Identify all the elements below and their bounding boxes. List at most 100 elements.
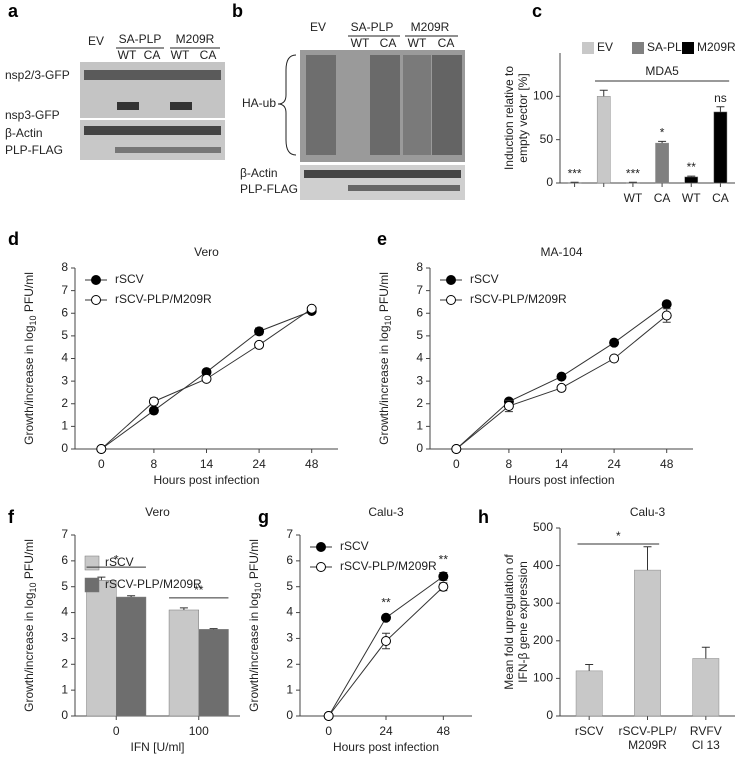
x-tick-label: 48 xyxy=(305,457,319,471)
bar xyxy=(198,629,229,717)
y-tick-label: 6 xyxy=(61,305,68,319)
y-tick-label: 6 xyxy=(416,305,423,319)
x-tick-label: rSCV xyxy=(575,724,604,738)
legend-swatch xyxy=(682,42,694,54)
legend-label: SA-PLP xyxy=(647,40,690,54)
x-tick-label: 48 xyxy=(437,724,451,738)
y-tick-label: 500 xyxy=(533,520,553,534)
blot-smear xyxy=(432,55,462,155)
lane-group: EV xyxy=(88,34,104,48)
x-axis-label: IFN [U/ml] xyxy=(131,740,185,754)
y-tick-label: 1 xyxy=(416,419,423,433)
point xyxy=(661,299,672,310)
panel-letter: g xyxy=(258,507,269,527)
y-tick-label: 2 xyxy=(286,656,293,670)
row-label: PLP-FLAG xyxy=(240,182,298,196)
point xyxy=(323,711,334,721)
y-tick-label: 3 xyxy=(61,631,68,645)
x-axis-label: Hours post infection xyxy=(153,473,259,487)
point xyxy=(148,396,159,407)
legend-label: rSCV xyxy=(115,272,144,286)
significance: ** xyxy=(687,160,697,174)
y-axis-label: IFN-β gene expression xyxy=(516,561,530,683)
significance: *** xyxy=(626,166,640,180)
bar xyxy=(168,609,200,717)
blot-smear xyxy=(403,55,431,155)
legend-label: EV xyxy=(597,40,613,54)
point xyxy=(503,401,514,412)
x-tick-label: 100 xyxy=(189,724,209,738)
panel-letter: e xyxy=(377,229,387,249)
panel-letter: h xyxy=(478,507,489,527)
y-tick-label: 2 xyxy=(416,396,423,410)
legend-label: rSCV-PLP/M209R xyxy=(340,559,437,573)
y-axis-label: Mean fold upregulation of xyxy=(502,554,516,690)
blot-band xyxy=(348,185,460,191)
legend-marker xyxy=(316,542,326,552)
chart-title: Vero xyxy=(145,505,170,519)
significance: ** xyxy=(439,553,449,567)
x-tick-label: 24 xyxy=(607,457,621,471)
y-tick-label: 5 xyxy=(416,328,423,342)
error-bar xyxy=(179,607,188,610)
blot-smear xyxy=(306,55,336,155)
row-label: PLP-FLAG xyxy=(5,143,63,157)
legend-label: rSCV-PLP/M209R xyxy=(115,292,212,306)
legend-label: rSCV xyxy=(340,539,369,553)
x-tick-label: 14 xyxy=(200,457,214,471)
x-tick-label: CA xyxy=(712,191,729,205)
point xyxy=(556,382,567,393)
point xyxy=(306,303,317,314)
point xyxy=(381,636,391,647)
error-bar xyxy=(687,175,696,177)
y-tick-label: 0 xyxy=(546,175,553,189)
legend-swatch xyxy=(632,42,644,54)
x-tick-label: 8 xyxy=(151,457,158,471)
legend-marker xyxy=(316,562,326,572)
error-bar xyxy=(585,663,594,671)
y-tick-label: 3 xyxy=(286,631,293,645)
blot-band xyxy=(117,102,139,110)
lane-group: SA-PLP xyxy=(351,20,394,34)
point xyxy=(438,581,449,592)
legend-label: rSCV-PLP/M209R xyxy=(470,292,567,306)
significance: ** xyxy=(194,583,204,597)
x-tick-label: WT xyxy=(682,191,701,205)
y-tick-label: 2 xyxy=(61,656,68,670)
legend-swatch xyxy=(84,577,100,593)
point xyxy=(381,612,391,623)
blot-band xyxy=(304,170,461,178)
point xyxy=(254,339,265,350)
row-label: nsp3-GFP xyxy=(5,108,60,122)
error-bar xyxy=(97,576,106,581)
y-axis-label-part: PFU/ml xyxy=(247,539,261,582)
y-axis-label-part: PFU/ml xyxy=(22,272,36,315)
y-axis-label: Growth/increase in log10 PFU/ml xyxy=(22,539,38,712)
legend-label: rSCV-PLP/M209R xyxy=(105,577,202,591)
x-tick-label: 0 xyxy=(113,724,120,738)
point xyxy=(451,444,462,454)
point xyxy=(201,373,212,384)
y-tick-label: 2 xyxy=(61,396,68,410)
y-tick-label: 400 xyxy=(533,558,553,572)
brace xyxy=(277,54,297,156)
y-tick-label: 4 xyxy=(416,351,423,365)
y-axis-label: Growth/increase in log10 PFU/ml xyxy=(247,539,263,712)
y-tick-label: 3 xyxy=(416,373,423,387)
blot-band xyxy=(84,126,221,135)
y-axis-label-part: Growth/increase in log xyxy=(377,325,391,444)
x-tick-label-line: Cl 13 xyxy=(692,738,720,752)
legend-marker xyxy=(446,295,456,305)
y-tick-label: 7 xyxy=(61,283,68,297)
point xyxy=(661,310,672,321)
lane-group: M209R xyxy=(411,20,450,34)
lane-label: WT xyxy=(118,48,137,62)
row-label: HA-ub xyxy=(242,96,276,110)
chart-title: Calu-3 xyxy=(368,505,404,519)
x-tick-label: RVFV Cl 13 xyxy=(690,724,722,752)
x-tick-label: 8 xyxy=(506,457,513,471)
bar xyxy=(684,176,699,184)
y-axis-label-part: Growth/increase in log xyxy=(22,592,36,711)
y-tick-label: 7 xyxy=(416,283,423,297)
